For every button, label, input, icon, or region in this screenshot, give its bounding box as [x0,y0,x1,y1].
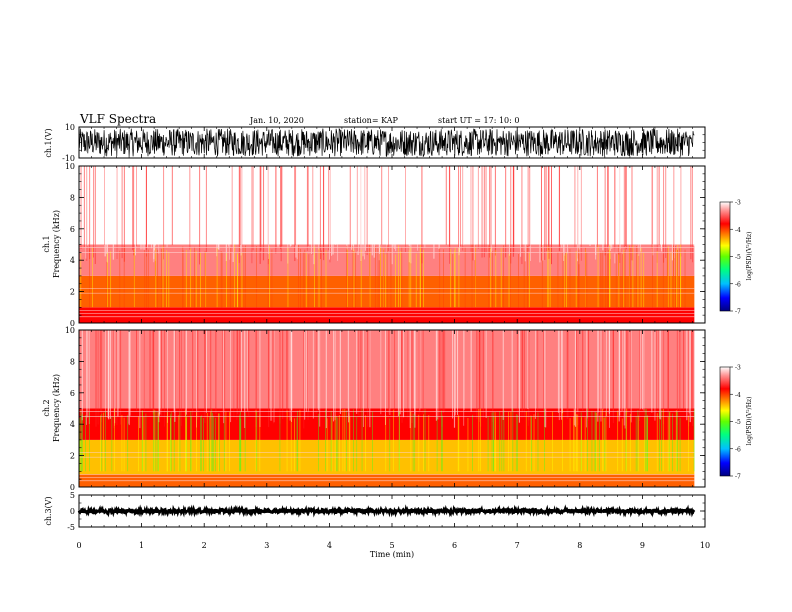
x-tick-label: 10 [700,541,710,550]
y-tick-label: 8 [70,193,75,202]
ch3-waveform-panel: 50-50 1 2 3 4 5 6 7 8 9 10 [67,491,710,550]
ch2-channel-label: ch.2 [42,399,51,416]
waveform-trace [78,127,695,158]
ch1-colorbar: -3 -4 -5 -6 -7 log(PSD)(V²/Hz) [719,200,753,316]
ch2-frequency-ylabel: Frequency (kHz) [52,374,61,442]
colorbar-tick-label: -7 [735,309,741,316]
ch1-waveform-ylabel: ch.1(V) [44,128,53,157]
header-station: station= KAP [344,116,399,125]
ch2-colorbar-label: log(PSD)(V²/Hz) [746,397,753,446]
ch2-spectrogram-frame [78,329,706,488]
waveform-trace [77,504,696,518]
x-tick-label: 2 [202,541,207,550]
x-tick-label: 7 [515,541,520,550]
colorbar-tick-label: -5 [735,419,741,426]
x-tick-label: 4 [327,541,332,550]
spectrum-band [79,275,695,308]
header-date: Jan. 10, 2020 [249,116,304,125]
ch1-channel-label: ch.1 [42,235,51,252]
x-tick-label: 9 [640,541,645,550]
y-tick-label: 4 [70,420,75,429]
y-tick-label: 5 [70,491,75,500]
time-xlabel: Time (min) [370,550,414,559]
ch3-waveform-frame [78,494,706,528]
y-tick-label: 10 [65,326,75,335]
y-tick-label: 10 [65,123,75,132]
x-tick-label: 8 [577,541,582,550]
ch2-colorbar: -3 -4 -5 -6 -7 log(PSD)(V²/Hz) [719,365,753,481]
colorbar-tick-label: -6 [735,281,741,288]
y-tick-label: 2 [70,452,75,461]
colorbar-tick-label: -4 [735,227,741,234]
colorbar-tick-label: -3 [735,200,741,207]
x-tick-label: 0 [76,541,81,550]
ch1-colorbar-scale [719,201,731,312]
y-tick-label: 6 [70,389,75,398]
y-tick-label: 0 [70,507,75,516]
x-tick-label: 5 [389,541,394,550]
ch3-waveform-ylabel: ch.3(V) [44,496,53,525]
y-tick-label: 10 [65,162,75,171]
x-tick-label: 1 [139,541,144,550]
x-tick-label: 3 [264,541,269,550]
spectrum-band [79,330,695,409]
y-tick-label: 6 [70,225,75,234]
y-tick-label: 8 [70,357,75,366]
ch1-frequency-ylabel: Frequency (kHz) [52,210,61,278]
ch1-colorbar-label: log(PSD)(V²/Hz) [746,232,753,281]
spectrum-band [79,307,695,323]
x-tick-label: 6 [452,541,457,550]
ch1-waveform-panel: 10 -10 [62,123,706,163]
ch1-waveform-frame [78,126,706,159]
y-tick-label: 0 [70,319,75,328]
ch1-spectrogram-frame [78,165,706,324]
ch2-spectrogram-panel: 0 2 4 6 8 10 [65,326,706,492]
figure-title: VLF Spectra [79,112,156,126]
ch1-spectrogram-panel: 0 2 4 6 8 10 [65,162,706,328]
colorbar-tick-label: -7 [735,474,741,481]
colorbar-tick-label: -5 [735,254,741,261]
y-tick-label: 4 [70,256,75,265]
colorbar-tick-label: -3 [735,365,741,372]
ch2-colorbar-scale [719,366,731,477]
header-start-time: start UT = 17: 10: 0 [438,116,519,125]
colorbar-tick-label: -6 [735,446,741,453]
y-tick-label: -10 [62,154,75,163]
colorbar-tick-label: -4 [735,392,741,399]
y-tick-label: -5 [67,523,75,532]
y-tick-label: 0 [70,483,75,492]
y-tick-label: 2 [70,288,75,297]
